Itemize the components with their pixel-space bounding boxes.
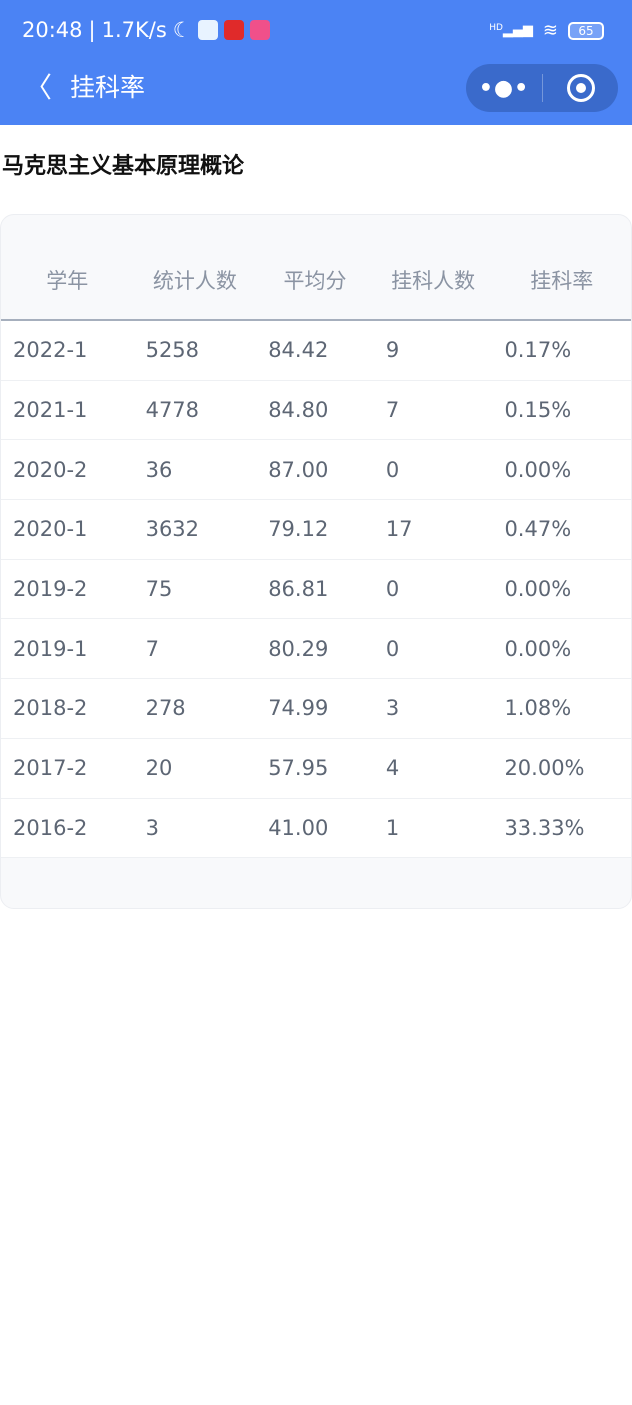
- table-row: 2020-2 36 87.00 0 0.00%: [1, 440, 631, 501]
- cell-fail-count: 7: [385, 398, 400, 423]
- cell-average: 84.42: [268, 338, 329, 363]
- cell-fail-count: 0: [385, 636, 400, 661]
- table-body: 2022-1 5258 84.42 9 0.17% 2021-1 4778 84.80 7 0.1…: [1, 321, 631, 859]
- net-speed: 1.7K/s: [101, 18, 167, 42]
- header-fail-count: 挂科人数: [391, 269, 476, 293]
- course-title: 马克思主义基本原理概论: [2, 154, 245, 179]
- table-header: 学年 统计人数 平均分 挂科人数 挂科率: [1, 215, 631, 321]
- cell-fail-rate: 33.33%: [504, 815, 585, 840]
- cell-fail-count: 0: [385, 577, 400, 602]
- cell-fail-rate: 0.00%: [504, 577, 572, 602]
- table-row: 2017-2 20 57.95 4 20.00%: [1, 738, 631, 799]
- cell-year: 2019-2: [13, 577, 88, 602]
- cell-count: 3: [145, 815, 159, 840]
- signal-icon: HD▂▄▆: [489, 23, 533, 38]
- separator: |: [88, 18, 96, 42]
- cell-average: 41.00: [268, 815, 329, 840]
- cell-fail-count: 3: [385, 696, 400, 721]
- more-button[interactable]: •●•: [478, 75, 530, 101]
- cell-fail-rate: 0.47%: [504, 517, 572, 542]
- cell-count: 36: [145, 457, 173, 482]
- header-average: 平均分: [283, 269, 347, 293]
- cell-average: 79.12: [268, 517, 329, 542]
- cell-average: 57.95: [268, 756, 329, 781]
- cell-average: 74.99: [268, 696, 329, 721]
- cell-fail-count: 1: [385, 815, 400, 840]
- table-row: 2016-2 3 41.00 1 33.33%: [1, 798, 631, 859]
- cell-fail-rate: 0.00%: [504, 636, 572, 661]
- table-row: 2018-2 278 74.99 3 1.08%: [1, 679, 631, 739]
- fail-rate-table: 学年 统计人数 平均分 挂科人数 挂科率 2022-1 5258 84.42 9 0.1…: [0, 214, 632, 909]
- miniprogram-capsule: •●•: [466, 64, 618, 112]
- header-count: 统计人数: [152, 269, 237, 293]
- cell-year: 2022-1: [13, 338, 88, 363]
- table-row: 2022-1 5258 84.42 9 0.17%: [1, 321, 631, 381]
- netease-music-icon: [223, 20, 244, 40]
- battery-icon: 65: [568, 21, 604, 40]
- back-button[interactable]: 〈: [24, 71, 53, 104]
- cell-fail-rate: 20.00%: [504, 756, 585, 781]
- status-bar: 20:48 | 1.7K/s ☾: [22, 18, 270, 42]
- moon-icon: ☾: [172, 18, 192, 42]
- target-icon: [566, 74, 595, 102]
- cell-average: 87.00: [268, 457, 329, 482]
- cell-year: 2019-1: [13, 636, 88, 661]
- cell-average: 80.29: [268, 636, 329, 661]
- cell-year: 2020-2: [13, 457, 88, 482]
- app-notification-icon: [197, 20, 218, 40]
- cell-average: 84.80: [268, 398, 329, 423]
- cell-fail-count: 17: [385, 517, 413, 542]
- cell-count: 278: [145, 696, 186, 721]
- clock: 20:48: [22, 18, 83, 42]
- app-header: 20:48 | 1.7K/s ☾ HD▂▄▆ ≋ 65 〈 挂科率 •●•: [0, 0, 632, 125]
- table-row: 2019-2 75 86.81 0 0.00%: [1, 559, 631, 620]
- header-fail-rate: 挂科率: [530, 269, 594, 293]
- status-icons: HD▂▄▆ ≋ 65: [489, 20, 604, 41]
- wifi-icon: ≋: [542, 20, 558, 41]
- cell-count: 20: [145, 756, 173, 781]
- cell-fail-count: 4: [385, 756, 400, 781]
- cell-count: 75: [145, 577, 173, 602]
- cell-fail-rate: 1.08%: [504, 696, 572, 721]
- cell-fail-rate: 0.00%: [504, 457, 572, 482]
- cell-fail-count: 0: [385, 457, 400, 482]
- cell-average: 86.81: [268, 577, 329, 602]
- bilibili-icon: [249, 20, 270, 40]
- divider: [542, 74, 543, 102]
- cell-year: 2018-2: [13, 696, 88, 721]
- cell-year: 2016-2: [13, 815, 88, 840]
- cell-fail-rate: 0.15%: [504, 398, 572, 423]
- table-row: 2020-1 3632 79.12 17 0.47%: [1, 500, 631, 560]
- cell-count: 4778: [145, 398, 200, 423]
- cell-year: 2021-1: [13, 398, 88, 423]
- cell-count: 7: [145, 636, 159, 661]
- cell-count: 5258: [145, 338, 200, 363]
- table-row: 2021-1 4778 84.80 7 0.15%: [1, 380, 631, 441]
- close-button[interactable]: [543, 74, 618, 102]
- cell-year: 2020-1: [13, 517, 88, 542]
- page-title: 挂科率: [70, 73, 146, 102]
- cell-fail-count: 9: [385, 338, 400, 363]
- cell-fail-rate: 0.17%: [504, 338, 572, 363]
- cell-count: 3632: [145, 517, 200, 542]
- table-row: 2019-1 7 80.29 0 0.00%: [1, 619, 631, 680]
- header-year: 学年: [46, 269, 89, 293]
- cell-year: 2017-2: [13, 756, 88, 781]
